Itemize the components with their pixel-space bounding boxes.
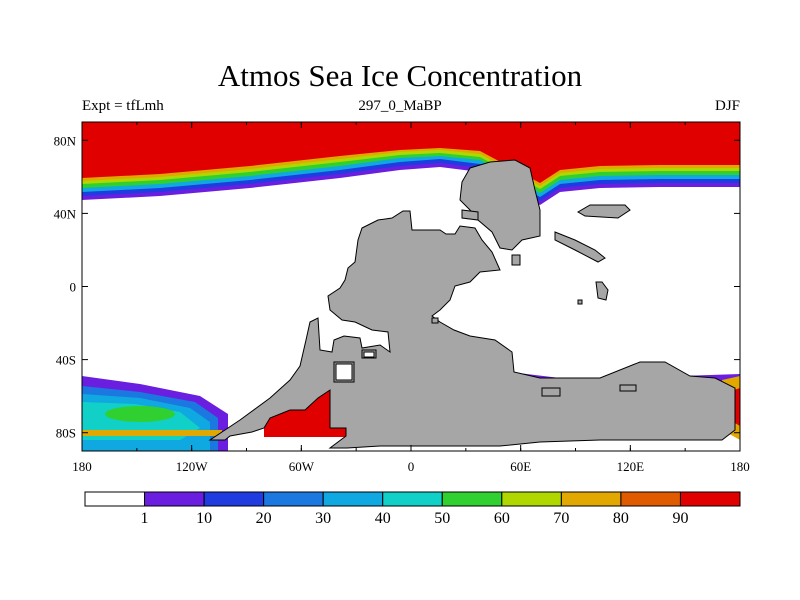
colorbar-label: 20 — [256, 510, 272, 527]
experiment-label: Expt = tfLmh — [82, 98, 164, 114]
colorbar-swatch — [322, 491, 384, 507]
colorbar-label: 80 — [613, 510, 629, 527]
colorbar-label: 70 — [553, 510, 569, 527]
colorbar-swatch — [203, 491, 265, 507]
plot-title: Atmos Sea Ice Concentration — [217, 58, 583, 93]
x-tick-label: 60W — [289, 459, 315, 474]
y-tick-label: 80N — [54, 133, 77, 148]
colorbar-swatch — [144, 491, 205, 507]
x-tick-label: 180 — [730, 459, 750, 474]
colorbar-swatch — [620, 491, 681, 507]
colorbar-label: 60 — [494, 510, 510, 527]
colorbar-swatch — [382, 491, 443, 507]
y-tick-label: 40N — [54, 206, 77, 221]
inland-water — [335, 351, 375, 381]
colorbar: 1 10 20 30 40 50 60 70 80 90 — [84, 491, 741, 527]
time-period-label: 297_0_MaBP — [358, 98, 442, 114]
colorbar-swatch — [263, 491, 324, 507]
x-tick-label: 0 — [408, 459, 415, 474]
x-tick-label: 60E — [510, 459, 531, 474]
map-axes: 180 120W 60W 0 60E 120E 180 80N 40N 0 40S 80S — [54, 122, 750, 474]
x-tick-label: 120W — [176, 459, 209, 474]
y-tick-label: 0 — [70, 280, 77, 295]
colorbar-label: 30 — [315, 510, 331, 527]
colorbar-swatch — [441, 491, 503, 507]
colorbar-swatch — [560, 491, 622, 507]
x-tick-label: 180 — [72, 459, 92, 474]
colorbar-label: 50 — [434, 510, 450, 527]
north-sea-ice — [82, 122, 740, 205]
y-tick-label: 40S — [56, 353, 76, 368]
colorbar-label: 10 — [196, 510, 212, 527]
land-masses — [208, 159, 736, 449]
y-tick-label: 80S — [56, 426, 76, 441]
colorbar-swatch — [84, 491, 146, 507]
colorbar-swatch — [501, 491, 562, 507]
colorbar-label: 90 — [672, 510, 688, 527]
colorbar-label: 1 — [141, 510, 149, 527]
x-tick-label: 120E — [617, 459, 645, 474]
season-label: DJF — [714, 98, 740, 114]
colorbar-label: 40 — [375, 510, 391, 527]
colorbar-swatch — [679, 491, 741, 507]
